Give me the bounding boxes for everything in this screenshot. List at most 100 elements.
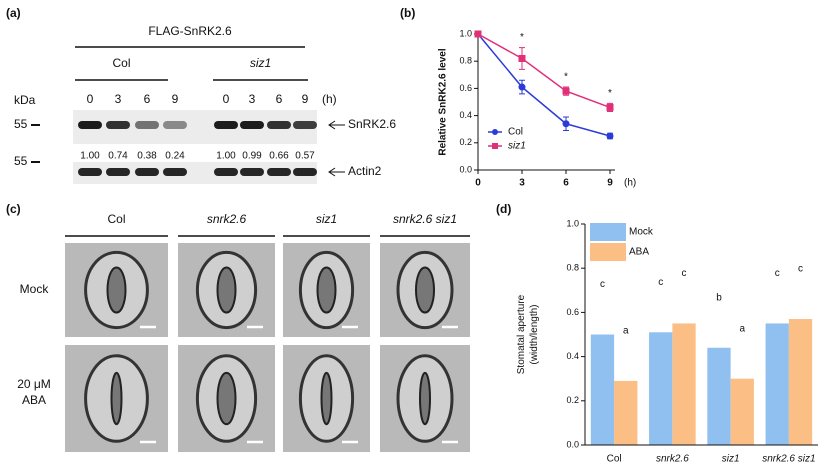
row-label: 20 μM (17, 377, 51, 391)
pore (106, 266, 127, 314)
band (78, 121, 102, 129)
marker: 55 (14, 154, 28, 168)
quantification: 0.24 (165, 151, 185, 162)
quantification: 0.57 (295, 151, 315, 162)
significance-letter: b (716, 292, 722, 303)
significance-letter: a (739, 323, 745, 334)
bar (730, 378, 754, 445)
legend-label: Col (508, 127, 523, 138)
panel-label: (c) (6, 202, 21, 216)
pore (320, 371, 333, 426)
y-tick-label: 0.0 (566, 439, 579, 449)
pore (415, 266, 435, 314)
band (267, 121, 291, 129)
pore (110, 371, 123, 426)
quantification: 1.00 (80, 151, 100, 162)
point (474, 30, 482, 38)
arrow (328, 120, 345, 130)
pore (216, 266, 237, 314)
band (214, 121, 238, 129)
band (293, 121, 317, 129)
band (135, 121, 159, 129)
point (606, 103, 614, 111)
x-tick-label: Col (607, 454, 622, 465)
significance-letter: a (623, 326, 629, 337)
bar (614, 380, 638, 445)
panel-label: (d) (496, 202, 511, 216)
band (163, 168, 187, 176)
bar (707, 347, 731, 445)
blot-membrane (73, 162, 317, 184)
legend-marker (492, 129, 498, 135)
band (240, 121, 264, 129)
y-tick-label: 0.6 (566, 307, 579, 317)
lane-label: 3 (249, 92, 256, 106)
legend-swatch (590, 223, 626, 241)
band (267, 168, 291, 176)
bar (672, 323, 696, 445)
column-label: snrk2.6 (207, 212, 247, 226)
marker: 55 (14, 117, 28, 131)
point (562, 87, 570, 95)
band (293, 168, 317, 176)
pore (419, 371, 431, 426)
group-label: siz1 (250, 56, 271, 70)
quantification: 0.66 (269, 151, 289, 162)
band (214, 168, 238, 176)
significance-letter: c (658, 277, 663, 288)
lane-label: 6 (144, 92, 151, 106)
panel-label: (b) (400, 6, 415, 20)
y-axis-label: Stomatal aperture (width/length) (516, 294, 540, 374)
significance-letter: c (775, 268, 780, 279)
legend-swatch (590, 243, 626, 261)
y-tick-label: 0.4 (459, 110, 472, 120)
x-tick-label: 9 (607, 178, 613, 189)
column-label: Col (107, 212, 125, 226)
significance-letter: c (600, 279, 605, 290)
lane-label: 9 (172, 92, 179, 106)
band (78, 168, 102, 176)
column-label: snrk2.6 siz1 (393, 212, 457, 226)
legend-label: ABA (629, 247, 649, 258)
significance-letter: c (682, 268, 687, 279)
quantification: 0.74 (108, 151, 128, 162)
column-label: siz1 (316, 212, 337, 226)
band (106, 168, 130, 176)
blot-title: FLAG-SnRK2.6 (148, 24, 232, 38)
lane-label: 0 (87, 92, 94, 106)
significance-letter: c (798, 264, 803, 275)
lane-label: 9 (302, 92, 309, 106)
x-tick-label: 3 (519, 178, 525, 189)
lane-label: 0 (223, 92, 230, 106)
x-tick-label: 0 (475, 178, 481, 189)
y-tick-label: 1.0 (566, 218, 579, 228)
significance: * (608, 88, 612, 99)
quantification: 0.99 (242, 151, 262, 162)
pore (316, 266, 337, 314)
pore (216, 371, 237, 426)
row-label: Mock (20, 282, 50, 296)
band-label: Actin2 (348, 164, 382, 178)
y-axis-label-line: (width/length) (529, 304, 540, 364)
series-line (477, 33, 611, 137)
lane-label: 6 (276, 92, 283, 106)
lane-label: 3 (115, 92, 122, 106)
y-axis-label-line: Stomatal aperture (516, 294, 527, 374)
series-line (477, 33, 611, 109)
group-label: Col (112, 56, 130, 70)
row-label: ABA (22, 393, 46, 407)
legend-marker (492, 143, 498, 149)
legend-label: Mock (629, 227, 654, 238)
y-tick-label: 1.0 (459, 28, 472, 38)
y-tick-label: 0.0 (459, 164, 472, 174)
band (106, 121, 130, 129)
band-label: SnRK2.6 (348, 117, 396, 131)
point (562, 120, 570, 128)
size-unit: kDa (14, 93, 36, 107)
x-tick-label: snrk2.6 (656, 454, 689, 465)
x-tick-label: siz1 (722, 454, 740, 465)
bar (590, 334, 615, 445)
y-tick-label: 0.6 (459, 83, 472, 93)
